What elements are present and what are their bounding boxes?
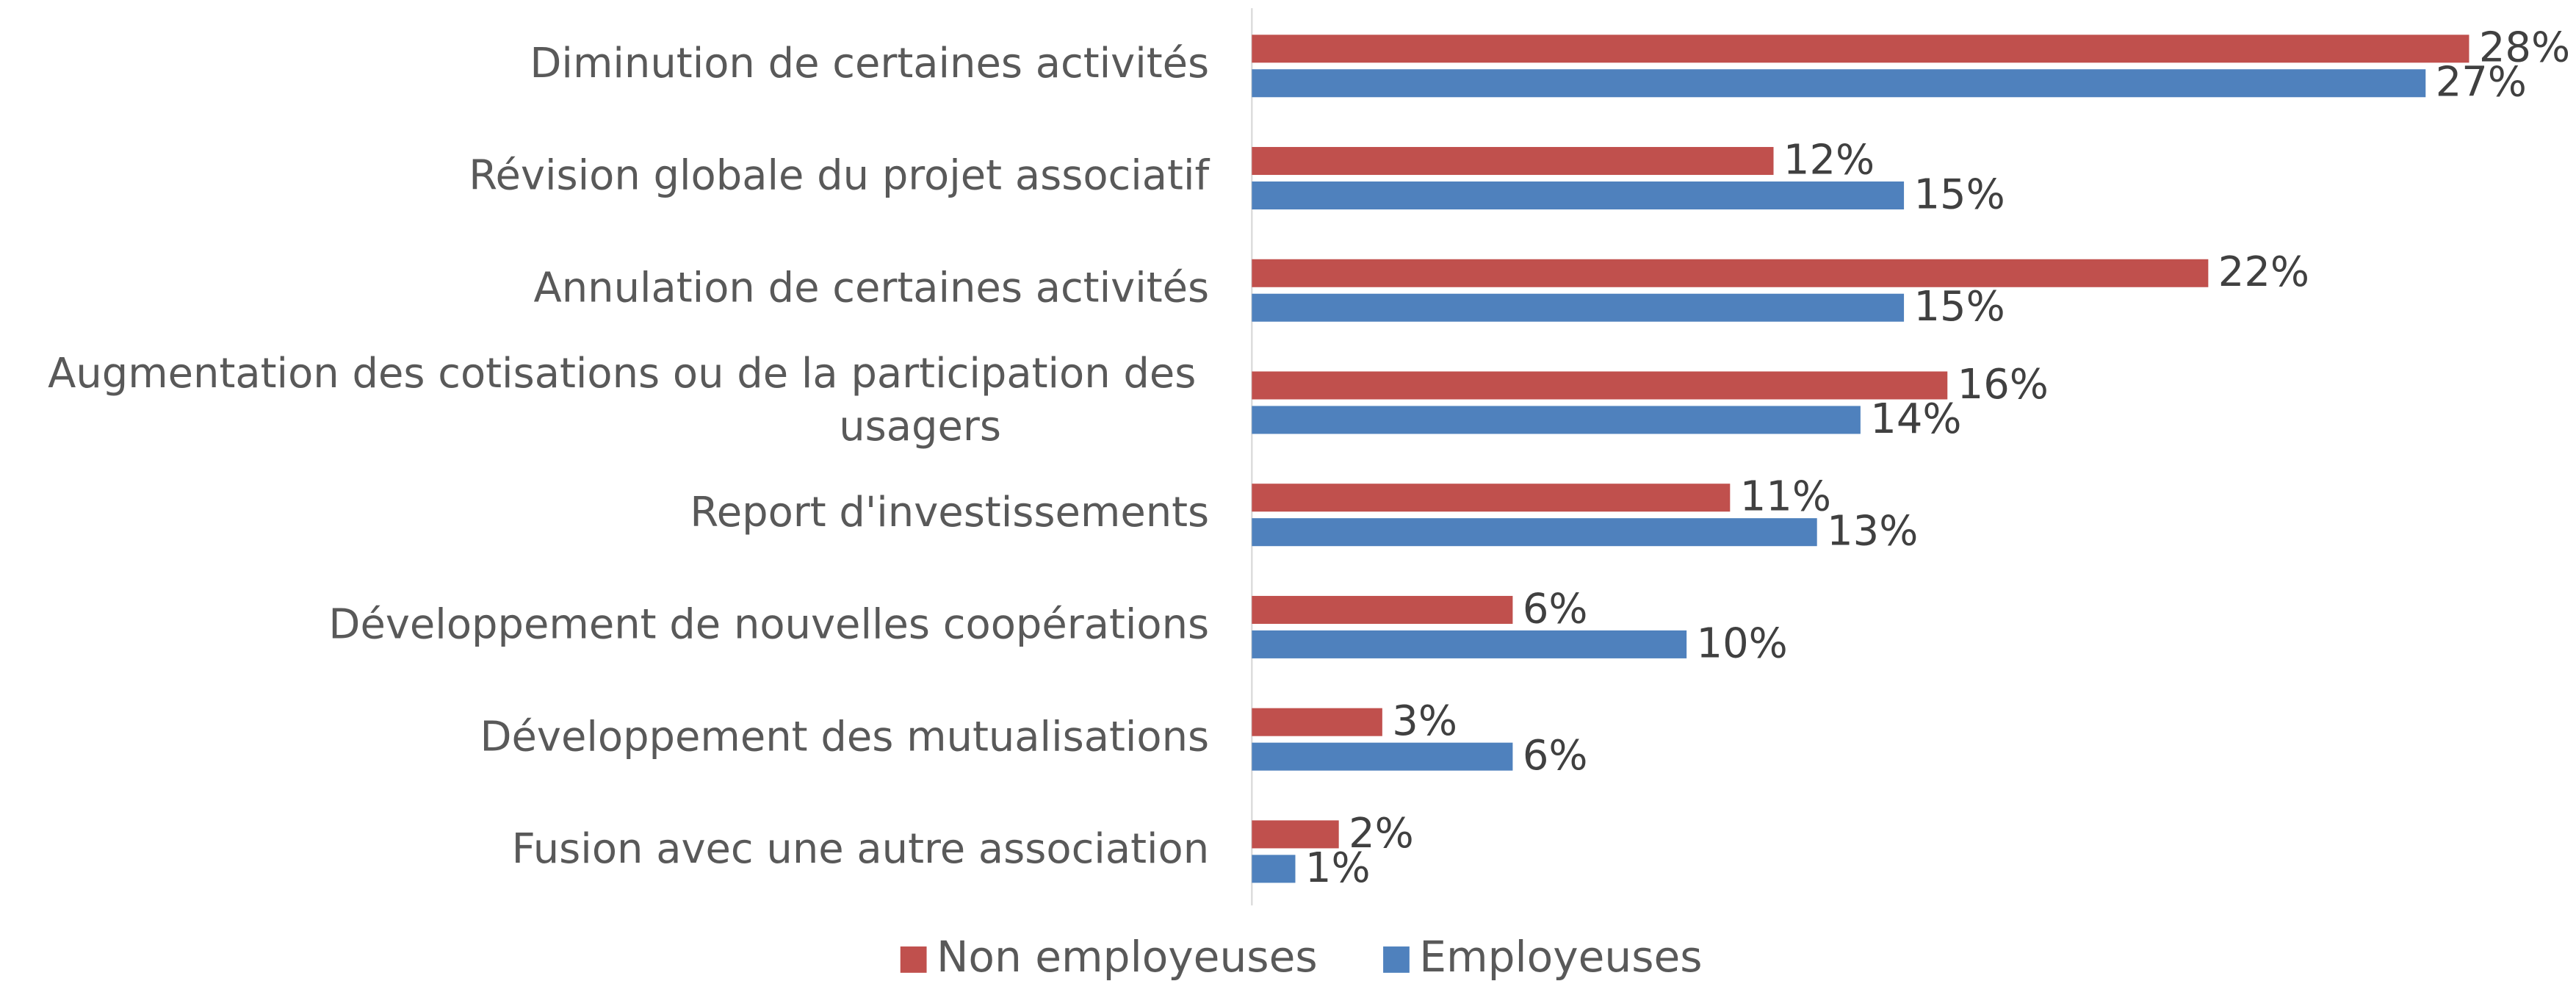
value-label: 6% xyxy=(1523,585,1588,633)
value-label: 15% xyxy=(1913,170,2005,218)
category-label: Révision globale du projet associatif xyxy=(469,152,1210,200)
bar xyxy=(1252,518,1817,547)
value-label: 13% xyxy=(1827,508,1918,556)
category-label: Annulation de certaines activités xyxy=(533,264,1209,312)
bar xyxy=(1252,259,2209,287)
value-label: 22% xyxy=(2218,248,2309,296)
bar xyxy=(1252,708,1382,736)
bar xyxy=(1252,69,2426,98)
bar xyxy=(1252,595,1513,624)
bar xyxy=(1252,181,1905,210)
bar xyxy=(1252,484,1731,512)
value-label: 27% xyxy=(2436,59,2527,107)
value-label: 15% xyxy=(1913,283,2005,331)
category-label: Fusion avec une autre association xyxy=(512,825,1209,873)
bar xyxy=(1252,742,1513,771)
category-label: Augmentation des cotisations ou de la pa… xyxy=(48,350,1209,450)
category-label: Développement de nouvelles coopérations xyxy=(328,601,1209,649)
legend-swatch xyxy=(900,946,927,973)
value-label: 11% xyxy=(1740,473,1831,521)
bar xyxy=(1252,630,1687,658)
value-label: 28% xyxy=(2479,24,2570,72)
value-label: 3% xyxy=(1392,697,1457,745)
value-label: 2% xyxy=(1349,810,1414,858)
value-label: 1% xyxy=(1305,844,1371,892)
legend-label: Non employeuses xyxy=(937,932,1318,981)
value-label: 16% xyxy=(1958,361,2049,409)
bar xyxy=(1252,371,1948,400)
category-label: Diminution de certaines activités xyxy=(530,40,1209,87)
value-label: 14% xyxy=(1870,395,1961,443)
legend-swatch xyxy=(1383,946,1410,973)
bar xyxy=(1252,147,1774,176)
bar xyxy=(1252,35,2469,63)
category-label: Développement des mutualisations xyxy=(480,713,1209,761)
value-label: 10% xyxy=(1697,619,1788,667)
bar xyxy=(1252,820,1339,849)
bar xyxy=(1252,293,1905,322)
value-label: 6% xyxy=(1523,732,1588,780)
bar xyxy=(1252,406,1861,434)
value-label: 12% xyxy=(1783,136,1875,184)
legend-label: Employeuses xyxy=(1419,932,1702,981)
category-label: Report d'investissements xyxy=(690,489,1209,536)
bar xyxy=(1252,855,1296,883)
